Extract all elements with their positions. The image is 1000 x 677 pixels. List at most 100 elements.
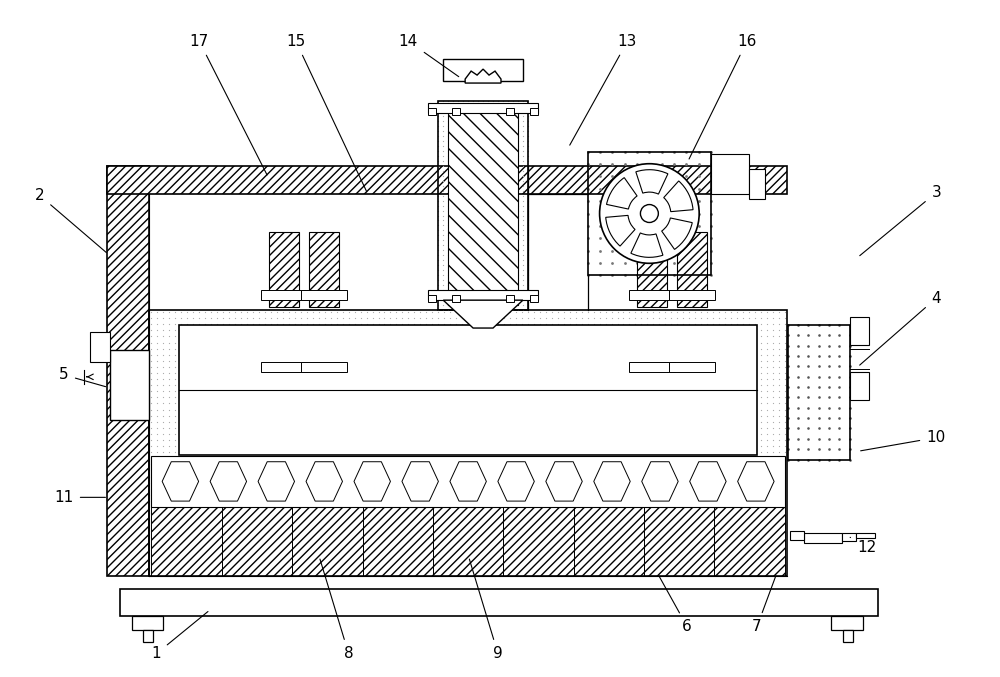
Point xyxy=(639,489,655,500)
Point xyxy=(382,355,398,366)
Point xyxy=(365,435,381,445)
Point xyxy=(562,337,578,348)
Point xyxy=(466,544,482,555)
Point xyxy=(490,220,506,231)
Point xyxy=(239,544,255,555)
Point xyxy=(245,471,261,482)
Point xyxy=(639,331,655,342)
Point xyxy=(436,569,452,580)
Point xyxy=(329,422,345,433)
Point xyxy=(717,563,733,573)
Point xyxy=(239,337,255,348)
Point xyxy=(275,422,291,433)
Point xyxy=(645,319,661,330)
Point xyxy=(470,215,486,226)
Point xyxy=(514,398,530,409)
Point xyxy=(765,429,781,439)
Point xyxy=(574,368,590,378)
Point xyxy=(544,563,560,573)
Point xyxy=(365,520,381,531)
Point xyxy=(484,483,500,494)
Point xyxy=(478,392,494,403)
Bar xyxy=(151,507,222,576)
Point xyxy=(699,569,715,580)
Point xyxy=(382,477,398,488)
Point xyxy=(149,374,165,385)
Point xyxy=(305,477,321,488)
Point xyxy=(747,459,763,470)
Point xyxy=(771,349,787,360)
Point xyxy=(520,550,536,561)
Point xyxy=(842,372,858,383)
Point xyxy=(435,280,451,290)
Point xyxy=(430,374,446,385)
Point xyxy=(645,471,661,482)
Point xyxy=(687,398,703,409)
Point xyxy=(723,386,739,397)
Point xyxy=(502,471,518,482)
Point xyxy=(508,362,524,372)
Point xyxy=(556,441,572,452)
Point xyxy=(465,270,481,281)
Point xyxy=(490,121,506,131)
Point xyxy=(430,290,446,301)
Point xyxy=(651,465,667,476)
Point xyxy=(436,362,452,372)
Point xyxy=(400,532,416,543)
Point xyxy=(388,307,404,318)
Point xyxy=(149,544,165,555)
Point xyxy=(359,544,375,555)
Point xyxy=(435,170,451,181)
Point xyxy=(275,459,291,470)
Point xyxy=(693,538,709,549)
Point xyxy=(454,404,470,415)
Point xyxy=(693,520,709,531)
Point xyxy=(681,477,697,488)
Point xyxy=(753,520,769,531)
Point xyxy=(347,489,363,500)
Point xyxy=(538,313,554,324)
Point xyxy=(711,429,727,439)
Point xyxy=(480,205,496,216)
Point xyxy=(442,538,458,549)
Point xyxy=(711,313,727,324)
Point xyxy=(466,429,482,439)
Point xyxy=(574,483,590,494)
Point xyxy=(347,502,363,512)
Point xyxy=(263,532,279,543)
Point xyxy=(633,477,649,488)
Point xyxy=(281,471,297,482)
Point xyxy=(771,569,787,580)
Point xyxy=(179,441,195,452)
Point xyxy=(574,374,590,385)
Point xyxy=(263,349,279,360)
Point xyxy=(500,125,516,136)
Point xyxy=(500,265,516,276)
Point xyxy=(359,410,375,421)
Point xyxy=(508,520,524,531)
Point xyxy=(480,121,496,131)
Point xyxy=(490,255,506,266)
Point xyxy=(699,386,715,397)
Point xyxy=(209,374,225,385)
Point xyxy=(299,343,315,354)
Point xyxy=(394,319,410,330)
Point xyxy=(495,275,511,286)
Point xyxy=(460,483,476,494)
Point xyxy=(311,331,327,342)
Point xyxy=(657,563,673,573)
Point xyxy=(221,355,237,366)
Point xyxy=(633,459,649,470)
Point xyxy=(359,362,375,372)
Point xyxy=(485,240,501,250)
Point xyxy=(424,508,440,519)
Point xyxy=(430,155,446,166)
Point xyxy=(287,465,303,476)
Point xyxy=(500,175,516,186)
Point xyxy=(687,319,703,330)
Point xyxy=(353,368,369,378)
Point xyxy=(161,422,177,433)
Point xyxy=(484,550,500,561)
Point xyxy=(490,477,506,488)
Point xyxy=(445,200,461,211)
